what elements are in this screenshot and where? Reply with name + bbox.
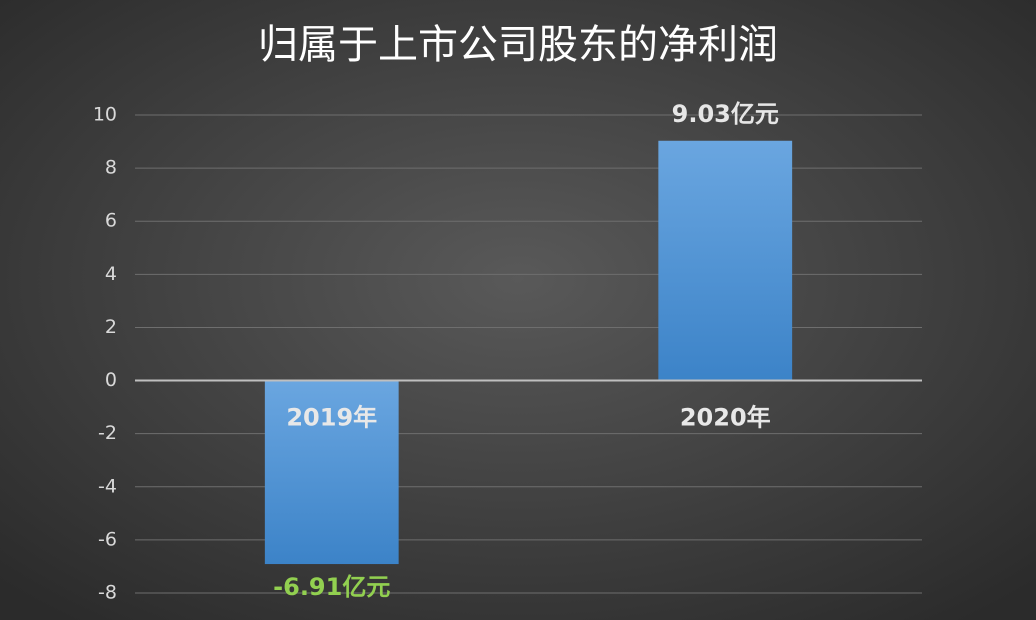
y-tick-label: 6	[105, 210, 117, 232]
bar	[658, 140, 793, 381]
value-label: 9.03亿元	[672, 100, 779, 128]
value-label: -6.91亿元	[273, 573, 390, 601]
bar	[264, 380, 399, 565]
x-tick-label: 2020年	[680, 404, 771, 432]
y-tick-label: 8	[105, 157, 117, 179]
y-tick-label: -4	[98, 475, 117, 497]
y-tick-label: -8	[98, 582, 117, 604]
y-tick-label: -2	[98, 422, 117, 444]
y-tick-label: 10	[93, 104, 117, 126]
chart-title: 归属于上市公司股东的净利润	[258, 22, 778, 68]
y-tick-label: 2	[105, 316, 117, 338]
y-tick-label: -6	[98, 528, 117, 550]
y-tick-label: 4	[105, 263, 117, 285]
x-tick-label: 2019年	[286, 404, 377, 432]
y-tick-label: 0	[105, 369, 117, 391]
